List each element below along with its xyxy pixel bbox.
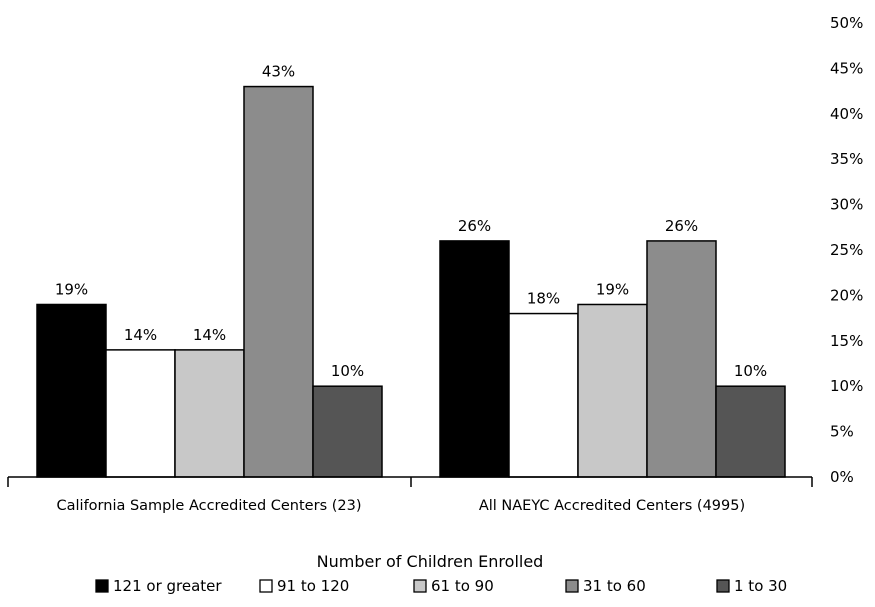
legend-swatch [566, 580, 578, 592]
legend-label: 61 to 90 [431, 577, 494, 595]
legend: 121 or greater 91 to 120 61 to 90 31 to 60 1… [96, 577, 787, 595]
category-label: California Sample Accredited Centers (23… [57, 498, 362, 514]
y-tick-label: 20% [830, 286, 863, 304]
bar-value-label: 10% [734, 362, 767, 380]
bar-value-label: 26% [665, 217, 698, 235]
y-tick-label: 10% [830, 377, 863, 395]
bar-1-2 [106, 350, 175, 477]
bar-value-label: 19% [55, 280, 88, 298]
legend-swatch [717, 580, 729, 592]
legend-swatch [96, 580, 108, 592]
bar-2-1 [440, 241, 509, 477]
y-tick-label: 5% [830, 423, 854, 441]
legend-label: 121 or greater [113, 577, 222, 595]
y-tick-label: 15% [830, 332, 863, 350]
bar-2-4 [647, 241, 716, 477]
y-tick-label: 25% [830, 241, 863, 259]
x-axis-title: Number of Children Enrolled [317, 552, 544, 571]
y-tick-label: 40% [830, 105, 863, 123]
legend-label: 91 to 120 [277, 577, 349, 595]
bar-value-label: 43% [262, 63, 295, 81]
legend-swatch [414, 580, 426, 592]
y-tick-label: 50% [830, 14, 863, 32]
bar-1-5 [313, 386, 382, 477]
bar-2-2 [509, 314, 578, 477]
bar-2-3 [578, 304, 647, 477]
bar-value-label: 14% [193, 326, 226, 344]
bar-2-5 [716, 386, 785, 477]
bar-1-3 [175, 350, 244, 477]
y-axis-ticks: 0% 5% 10% 15% 20% 25% 30% 35% 40% 45% 50% [830, 14, 863, 486]
bar-value-label: 18% [527, 290, 560, 308]
legend-label: 31 to 60 [583, 577, 646, 595]
bar-value-label: 14% [124, 326, 157, 344]
bar-value-label: 19% [596, 280, 629, 298]
category-labels: California Sample Accredited Centers (23… [57, 498, 746, 514]
bar-1-1 [37, 304, 106, 477]
y-tick-label: 0% [830, 468, 854, 486]
bar-value-label: 10% [331, 362, 364, 380]
legend-swatch [260, 580, 272, 592]
y-tick-label: 30% [830, 196, 863, 214]
bar-1-4 [244, 87, 313, 477]
y-tick-label: 45% [830, 59, 863, 77]
legend-label: 1 to 30 [734, 577, 787, 595]
bars-layer [37, 87, 785, 477]
bar-value-label: 26% [458, 217, 491, 235]
y-tick-label: 35% [830, 150, 863, 168]
category-label: All NAEYC Accredited Centers (4995) [479, 498, 745, 514]
x-axis [8, 477, 812, 487]
